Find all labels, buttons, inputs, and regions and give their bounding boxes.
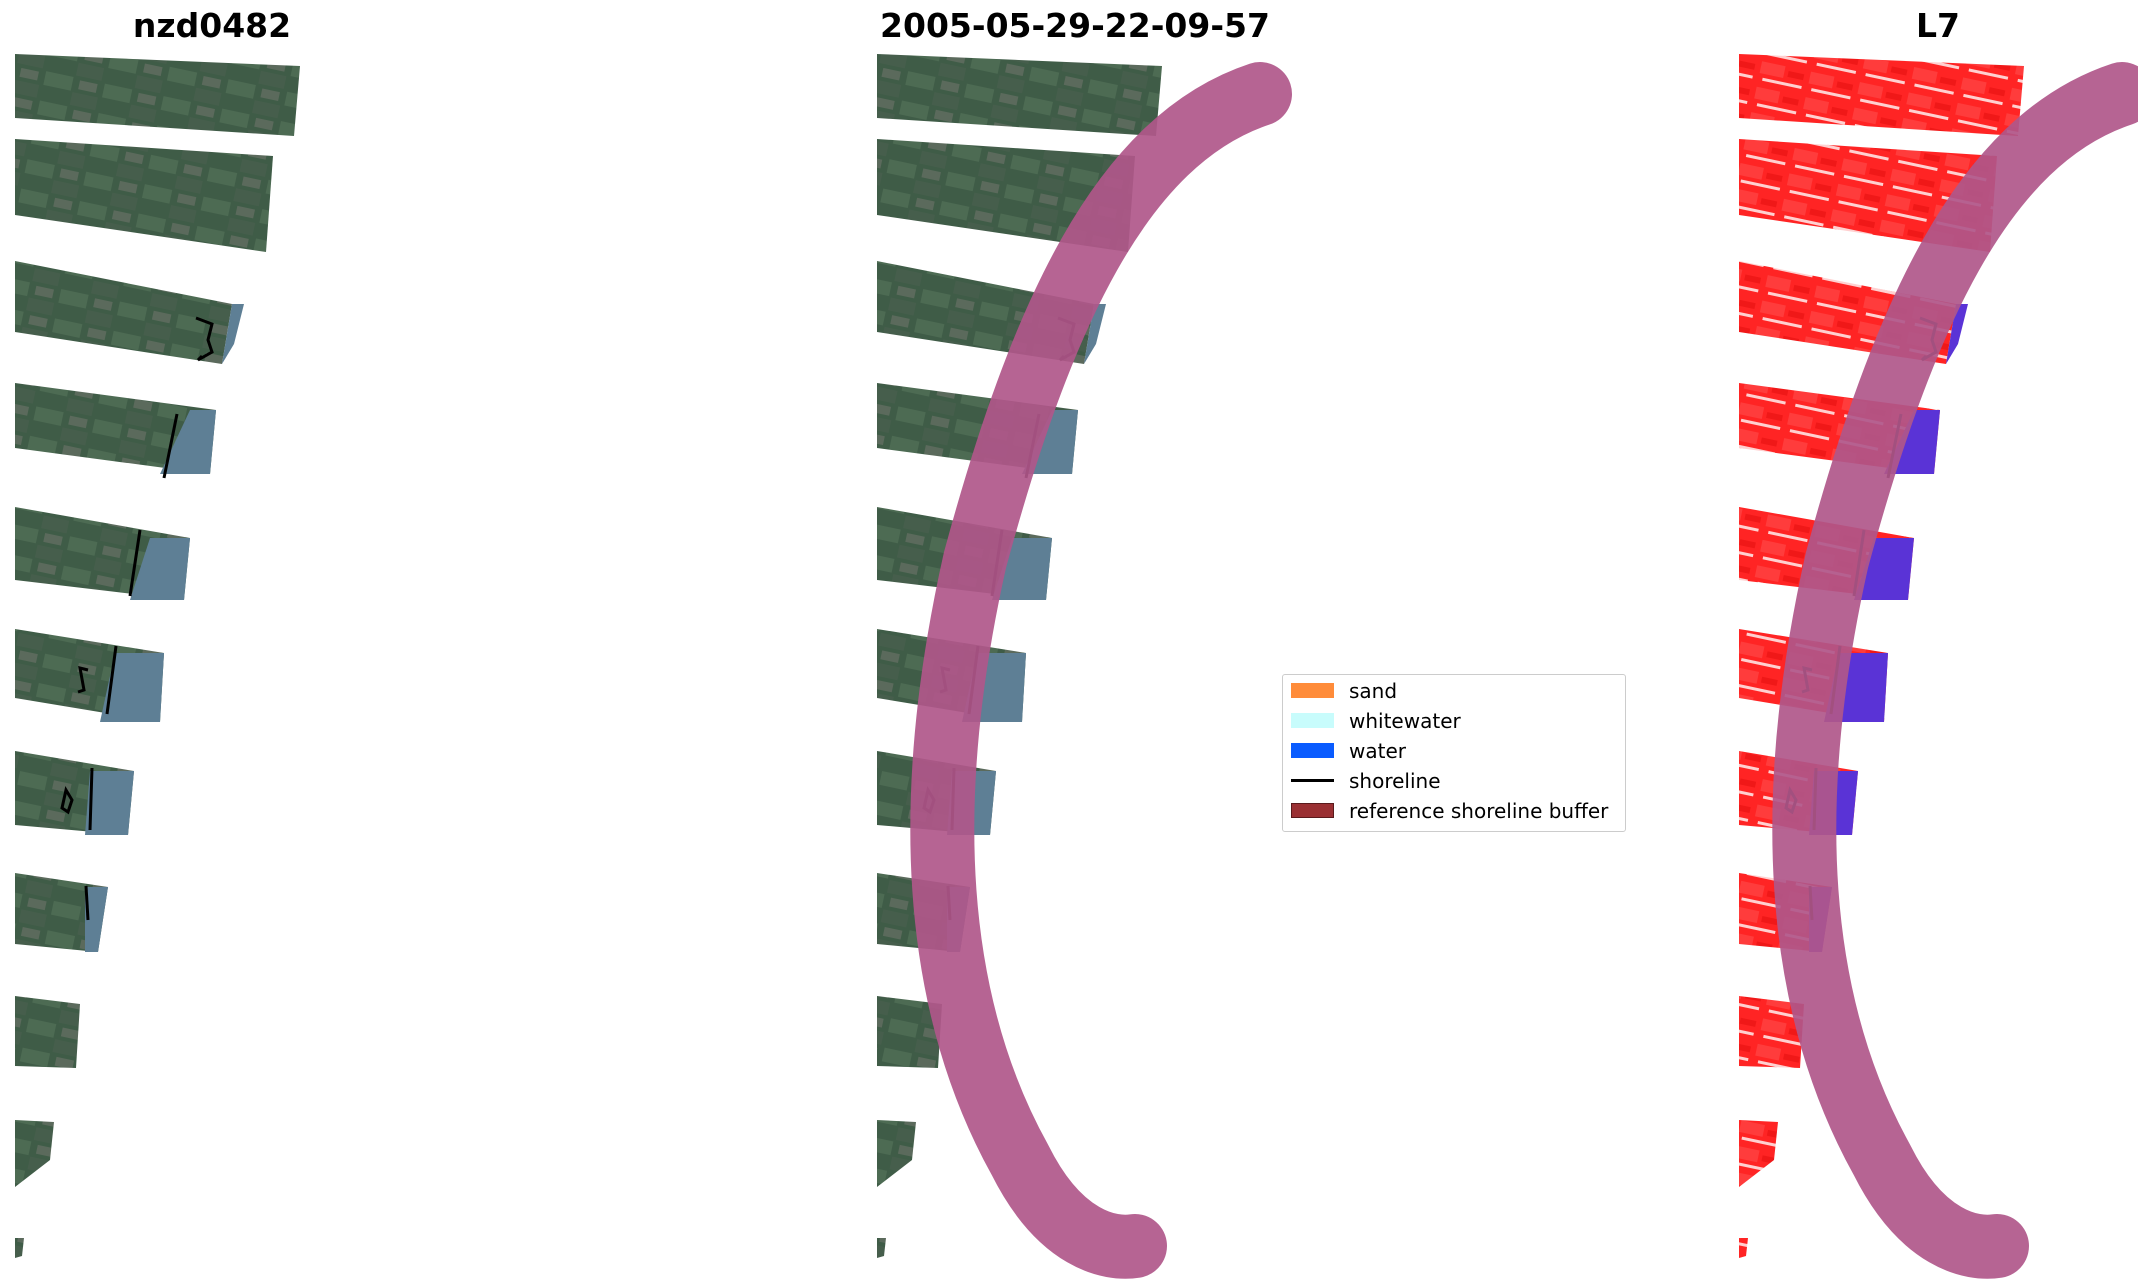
legend-label: reference shoreline buffer — [1349, 799, 1609, 823]
water-swatch — [1291, 743, 1334, 758]
sand-swatch — [1291, 683, 1334, 698]
buffer-panel — [877, 54, 1260, 1258]
legend-label: water — [1349, 739, 1406, 763]
legend: sand whitewater water shoreline referenc… — [1282, 674, 1626, 832]
panel-title-date: 2005-05-29-22-09-57 — [880, 6, 1270, 45]
classified-panel — [1739, 54, 2122, 1258]
rgb-panel — [15, 54, 300, 1258]
legend-label: sand — [1349, 679, 1398, 703]
legend-label: shoreline — [1349, 769, 1441, 793]
panel-title-satellite: L7 — [1916, 6, 1960, 45]
shoreline-line-icon — [1291, 779, 1334, 782]
legend-label: whitewater — [1349, 709, 1461, 733]
buffer-swatch — [1291, 803, 1334, 818]
whitewater-swatch — [1291, 713, 1334, 728]
panel-title-rgb: nzd0482 — [132, 6, 292, 45]
